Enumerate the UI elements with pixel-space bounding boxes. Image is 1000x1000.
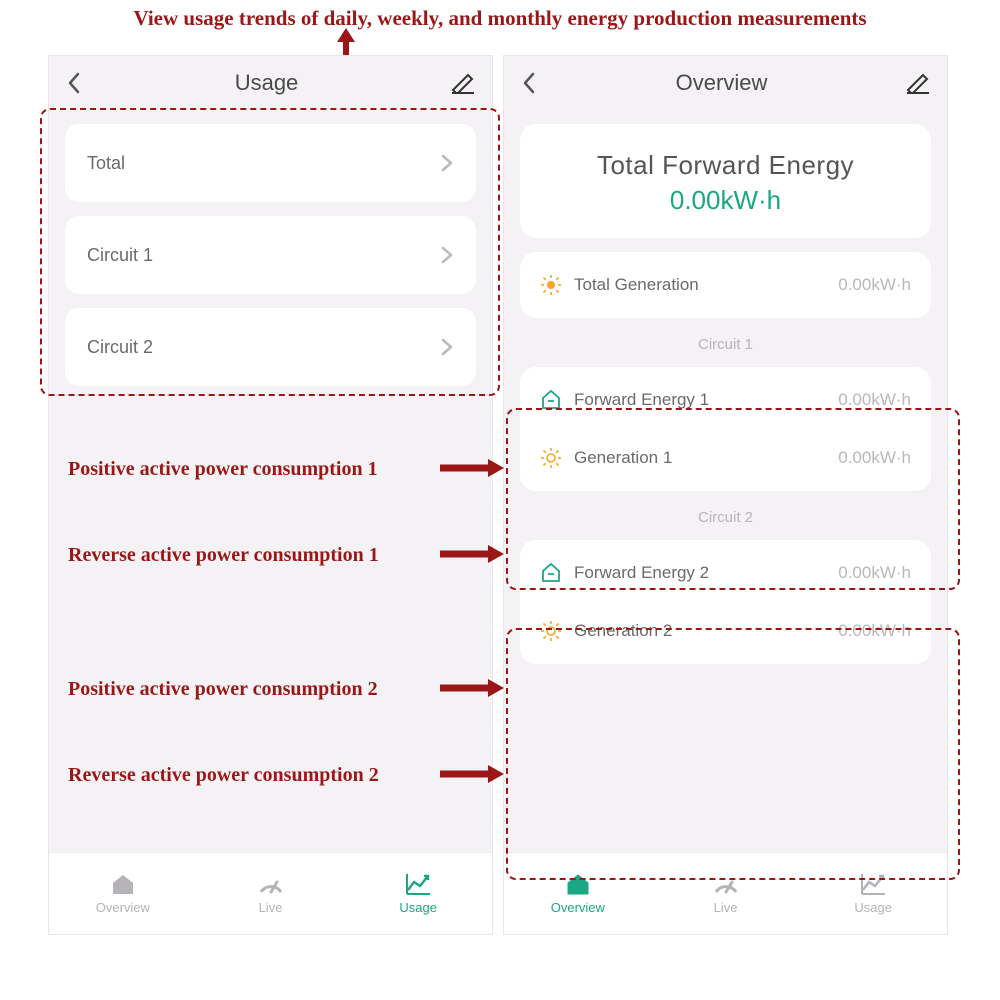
usage-list: Total Circuit 1 Circuit 2 (49, 110, 492, 386)
section-caption-circuit2: Circuit 2 (504, 509, 947, 526)
tab-label: Usage (854, 900, 892, 915)
row-label: Generation 2 (574, 621, 672, 641)
section-caption-circuit1: Circuit 1 (504, 336, 947, 353)
screen-title: Usage (235, 70, 299, 96)
chevron-right-icon (440, 337, 454, 357)
arrow-right-icon (438, 456, 504, 480)
callout-pos2: Positive active power consumption 2 (68, 678, 378, 701)
row-generation-1[interactable]: Generation 1 0.00kW·h (520, 429, 931, 487)
back-button[interactable] (65, 71, 83, 95)
row-forward-energy-1[interactable]: Forward Energy 1 0.00kW·h (520, 371, 931, 429)
item-label: Circuit 2 (87, 337, 153, 358)
arrow-right-icon (438, 762, 504, 786)
sun-outline-icon (540, 620, 562, 642)
tab-live[interactable]: Live (197, 853, 345, 934)
tab-overview[interactable]: Overview (504, 853, 652, 934)
chart-icon (404, 872, 432, 896)
tab-usage[interactable]: Usage (344, 853, 492, 934)
edit-button[interactable] (905, 72, 931, 94)
home-outline-icon (540, 389, 562, 411)
row-total-generation[interactable]: Total Generation 0.00kW·h (520, 256, 931, 314)
arrow-right-icon (438, 676, 504, 700)
total-generation-card: Total Generation 0.00kW·h (520, 252, 931, 318)
row-label: Forward Energy 1 (574, 390, 709, 410)
sun-icon (540, 274, 562, 296)
overview-screen: Overview Total Forward Energy 0.00kW·h (503, 55, 948, 935)
usage-screen: Usage Total Circuit 1 Circuit 2 Overvie (48, 55, 493, 935)
chevron-right-icon (440, 245, 454, 265)
row-label: Total Generation (574, 275, 699, 295)
item-label: Total (87, 153, 125, 174)
tab-bar: Overview Live Usage (504, 852, 947, 934)
row-value: 0.00kW·h (838, 563, 911, 583)
sun-outline-icon (540, 447, 562, 469)
tab-label: Live (714, 900, 738, 915)
item-label: Circuit 1 (87, 245, 153, 266)
tab-usage[interactable]: Usage (799, 853, 947, 934)
home-icon (109, 872, 137, 896)
list-item-total[interactable]: Total (65, 124, 476, 202)
hero-title: Total Forward Energy (530, 150, 921, 181)
tab-bar: Overview Live Usage (49, 852, 492, 934)
list-item-circuit2[interactable]: Circuit 2 (65, 308, 476, 386)
circuit2-card: Forward Energy 2 0.00kW·h Generation 2 0… (520, 540, 931, 664)
edit-button[interactable] (450, 72, 476, 94)
topbar: Overview (504, 56, 947, 110)
screen-title: Overview (676, 70, 768, 96)
hero-card: Total Forward Energy 0.00kW·h (520, 124, 931, 238)
row-value: 0.00kW·h (838, 621, 911, 641)
tab-overview[interactable]: Overview (49, 853, 197, 934)
back-button[interactable] (520, 71, 538, 95)
gauge-icon (257, 872, 285, 896)
row-value: 0.00kW·h (838, 448, 911, 468)
gauge-icon (712, 872, 740, 896)
arrow-right-icon (438, 542, 504, 566)
callout-rev2: Reverse active power consumption 2 (68, 764, 379, 787)
topbar: Usage (49, 56, 492, 110)
hero-value: 0.00kW·h (530, 185, 921, 216)
chart-icon (859, 872, 887, 896)
home-icon (564, 872, 592, 896)
callout-pos1: Positive active power consumption 1 (68, 458, 378, 481)
row-label: Forward Energy 2 (574, 563, 709, 583)
tab-live[interactable]: Live (652, 853, 800, 934)
row-label: Generation 1 (574, 448, 672, 468)
row-value: 0.00kW·h (838, 390, 911, 410)
row-value: 0.00kW·h (838, 275, 911, 295)
tab-label: Overview (551, 900, 605, 915)
circuit1-card: Forward Energy 1 0.00kW·h Generation 1 0… (520, 367, 931, 491)
instruction-banner: View usage trends of daily, weekly, and … (0, 0, 1000, 31)
home-outline-icon (540, 562, 562, 584)
tab-label: Usage (399, 900, 437, 915)
list-item-circuit1[interactable]: Circuit 1 (65, 216, 476, 294)
tab-label: Overview (96, 900, 150, 915)
row-forward-energy-2[interactable]: Forward Energy 2 0.00kW·h (520, 544, 931, 602)
tab-label: Live (259, 900, 283, 915)
callout-rev1: Reverse active power consumption 1 (68, 544, 379, 567)
chevron-right-icon (440, 153, 454, 173)
row-generation-2[interactable]: Generation 2 0.00kW·h (520, 602, 931, 660)
